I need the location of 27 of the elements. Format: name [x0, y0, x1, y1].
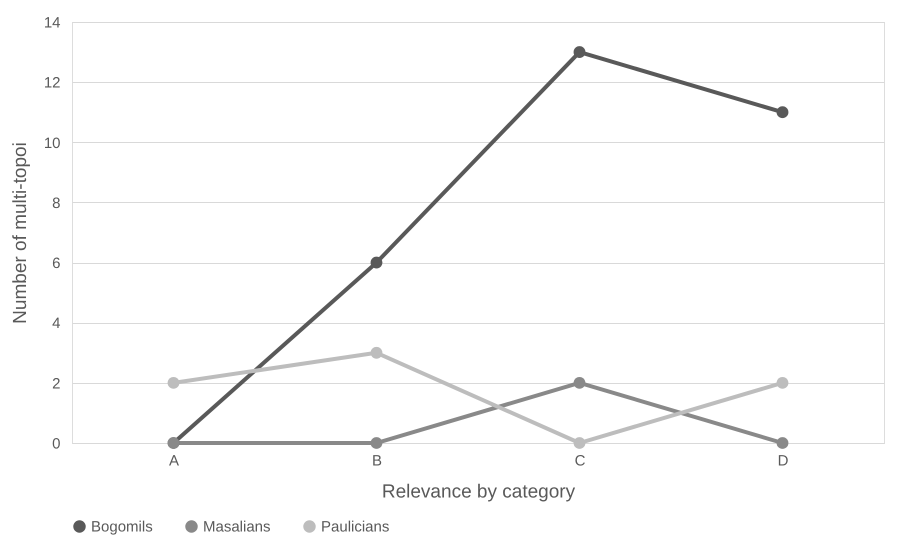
point [776, 106, 788, 118]
point [370, 256, 382, 268]
point [574, 376, 586, 389]
y-tick-label: 2 [52, 375, 60, 392]
x-tick-label: D [778, 452, 789, 470]
y-tick-label: 14 [44, 14, 60, 32]
legend-label: Bogomils [91, 518, 153, 536]
y-tick-label: 6 [52, 255, 60, 272]
y-tick-label: 4 [52, 315, 60, 332]
legend-label: Paulicians [321, 518, 390, 536]
y-tick-label: 0 [52, 436, 60, 452]
legend-label: Masalians [203, 518, 271, 536]
point [370, 346, 382, 359]
point [776, 437, 788, 449]
y-tick-label: 10 [44, 134, 60, 152]
point [574, 46, 586, 58]
y-tick-label: 8 [52, 194, 60, 212]
y-tick-label: 12 [44, 74, 60, 92]
x-tick-label: B [372, 452, 382, 470]
point [574, 437, 586, 449]
point [776, 376, 788, 389]
point [370, 437, 382, 449]
x-tick-label: A [168, 452, 180, 470]
y-axis-title: Number of multi-topoi [10, 142, 31, 324]
x-tick-label: C [574, 452, 586, 470]
point [168, 376, 180, 389]
x-axis-title: Relevance by category [382, 482, 576, 502]
